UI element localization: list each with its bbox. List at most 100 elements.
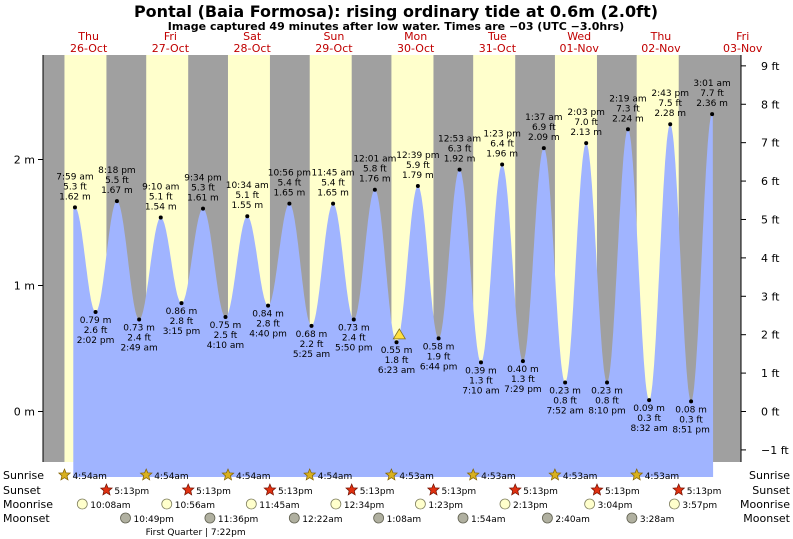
high-tide-label: 12:39 pm 5.9 ft 1.79 m (396, 151, 439, 181)
high-tide-label: 3:01 am 7.7 ft 2.36 m (693, 79, 730, 109)
tide-point (351, 317, 356, 322)
sunrise-icon (139, 468, 153, 481)
tide-point (245, 214, 250, 219)
high-tide-label: 9:10 am 5.1 ft 1.54 m (142, 182, 179, 212)
tide-point (158, 215, 163, 220)
tide-point (114, 199, 119, 204)
sunset-icon (99, 483, 113, 496)
sunrise-icon (303, 468, 317, 481)
sunrise-time: 4:53am (563, 472, 598, 482)
y-tick-label-ft: −1 ft (761, 444, 789, 457)
low-tide-label: 0.23 m 0.8 ft 7:52 am (546, 387, 583, 417)
y-tick-label-ft: 6 ft (761, 175, 780, 188)
moonrise-icon (76, 498, 88, 510)
high-tide-label: 8:18 pm 5.5 ft 1.67 m (98, 166, 136, 196)
high-tide-label: 2:43 pm 7.5 ft 2.28 m (651, 89, 689, 119)
tide-point (625, 127, 630, 132)
moonrise-icon (161, 498, 173, 510)
moonset-time: 12:22am (302, 515, 342, 525)
tide-point (201, 206, 206, 211)
day-date-label: 31-Oct (479, 42, 517, 55)
low-tide-label: 0.73 m 2.4 ft 2:49 am (120, 324, 157, 354)
tide-point (541, 146, 546, 151)
y-tick-label-m: 0 m (14, 406, 35, 419)
sunset-icon (263, 483, 277, 496)
high-tide-label: 1:37 am 6.9 ft 2.09 m (525, 113, 562, 143)
high-tide-label: 12:01 am 5.8 ft 1.76 m (353, 155, 396, 185)
tide-point (287, 201, 292, 206)
moonset-time: 1:54am (471, 515, 506, 525)
tide-point (710, 112, 715, 117)
tide-point (394, 340, 399, 345)
low-tide-label: 0.68 m 2.2 ft 5:25 am (293, 330, 330, 360)
tide-point (266, 303, 271, 308)
low-tide-label: 0.39 m 1.3 ft 7:10 am (462, 366, 499, 396)
sunrise-time: 4:53am (399, 472, 434, 482)
sunset-icon (508, 483, 522, 496)
tide-point (668, 122, 673, 127)
row-label-right: Moonset (743, 512, 790, 525)
high-tide-label: 11:45 am 5.4 ft 1.65 m (312, 169, 355, 199)
moonset-icon (204, 512, 216, 524)
row-label-right: Moonrise (740, 498, 790, 511)
tide-point (372, 187, 377, 192)
row-label-right: Sunrise (749, 469, 790, 482)
low-tide-label: 0.09 m 0.3 ft 8:32 am (630, 404, 667, 434)
sunrise-icon (630, 468, 644, 481)
sunset-time: 5:13pm (441, 487, 476, 497)
moonrise-icon (330, 498, 342, 510)
sunrise-icon (548, 468, 562, 481)
sunrise-icon (57, 468, 72, 481)
moonset-time: 1:08am (387, 515, 422, 525)
tide-point (500, 162, 505, 167)
y-tick-label-ft: 2 ft (761, 329, 780, 342)
sunrise-time: 4:54am (72, 472, 107, 482)
sunset-icon (345, 483, 359, 496)
chart-title: Pontal (Baia Formosa): rising ordinary t… (134, 2, 658, 21)
low-tide-label: 0.58 m 1.9 ft 6:44 pm (420, 342, 458, 372)
low-tide-label: 0.73 m 2.4 ft 5:50 pm (335, 324, 373, 354)
day-date-label: 02-Nov (641, 42, 681, 55)
sunrise-time: 4:54am (318, 472, 353, 482)
y-tick-label-ft: 8 ft (761, 98, 780, 111)
day-date-label: 28-Oct (234, 42, 272, 55)
tide-point (93, 309, 98, 314)
tide-point (605, 380, 610, 385)
y-tick-label-ft: 3 ft (761, 290, 780, 303)
day-name-label: Thu (77, 30, 99, 43)
moonset-icon (120, 512, 131, 524)
sunrise-icon (384, 468, 398, 481)
day-date-label: 29-Oct (315, 42, 353, 55)
sunset-icon (426, 483, 441, 496)
sunrise-time: 4:54am (154, 472, 189, 482)
sunrise-time: 4:53am (645, 472, 680, 482)
moonset-time: 3:28am (640, 515, 675, 525)
low-tide-label: 0.55 m 1.8 ft 6:23 am (378, 346, 415, 376)
sunset-time: 5:13pm (687, 487, 722, 497)
moonrise-icon (414, 498, 426, 510)
moonrise-time: 12:34pm (344, 501, 384, 511)
sunset-time: 5:13pm (196, 487, 231, 497)
row-label-left: Sunrise (3, 469, 44, 482)
day-date-label: 30-Oct (397, 42, 435, 55)
high-tide-label: 1:23 pm 6.4 ft 1.96 m (483, 130, 521, 160)
y-tick-label-m: 1 m (14, 280, 35, 293)
moonset-time: 11:36pm (218, 515, 258, 525)
row-label-right: Sunset (752, 484, 790, 497)
chart-subtitle: Image captured 49 minutes after low wate… (168, 20, 624, 33)
moonrise-time: 11:45am (259, 501, 299, 511)
sunset-time: 5:13pm (360, 487, 395, 497)
high-tide-label: 10:34 am 5.1 ft 1.55 m (226, 181, 269, 211)
tide-point (647, 398, 652, 403)
moonrise-time: 1:23pm (428, 501, 463, 511)
day-name-label: Sun (323, 30, 344, 43)
day-name-label: Fri (164, 30, 177, 43)
low-tide-label: 0.79 m 2.6 ft 2:02 pm (77, 316, 115, 346)
moonset-icon (373, 512, 385, 524)
tide-point (179, 301, 184, 306)
day-name-label: Sat (243, 30, 262, 43)
moonrise-time: 10:08am (90, 501, 130, 511)
day-labels: Thu26-OctFri27-OctSat28-OctSun29-OctMon3… (70, 30, 763, 55)
tide-point (72, 205, 77, 210)
